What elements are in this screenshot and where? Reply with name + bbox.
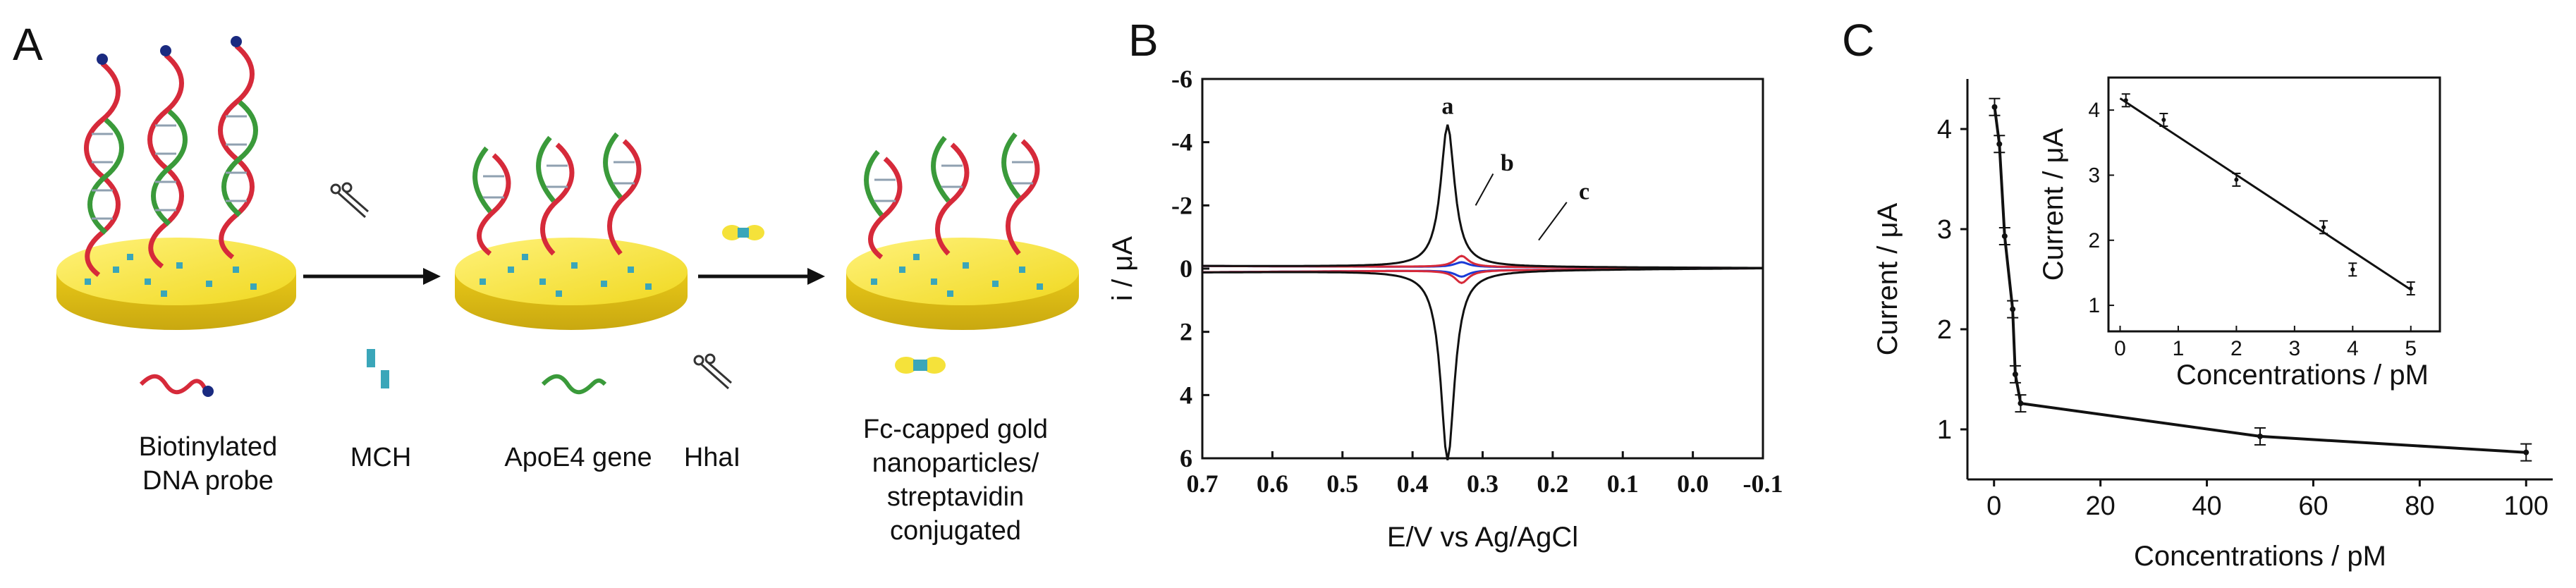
cal-x-tick-label: 20 — [2085, 491, 2115, 521]
cv-x-tick-label: 0.2 — [1537, 470, 1568, 498]
inset-data-point — [2350, 267, 2355, 272]
gold-nanoparticle-icon — [722, 225, 764, 240]
hybridized-strands — [472, 132, 642, 256]
legend-mch-icon — [367, 349, 389, 388]
cv-series-c-label: c — [1579, 178, 1589, 204]
cv-y-tick-label: 2 — [1180, 318, 1192, 346]
inset-data-point — [2234, 177, 2239, 182]
legend-hhai-icon — [693, 353, 732, 390]
cv-y-tick-label: -2 — [1171, 191, 1192, 219]
cv-series-c-leader — [1538, 202, 1568, 241]
cv-x-tick-label: 0.4 — [1397, 470, 1429, 498]
inset-x-axis-label: Concentrations / pM — [2176, 360, 2429, 391]
inset-x-tick-label: 1 — [2173, 337, 2185, 360]
panel-c-letter: C — [1842, 15, 1875, 66]
cv-x-tick-label: 0.0 — [1677, 470, 1709, 498]
cv-series-a-cathodic — [1202, 267, 1763, 460]
cal-data-point — [2257, 433, 2263, 439]
cv-x-tick-label: 0.7 — [1187, 470, 1219, 498]
inset-data-point — [2161, 118, 2166, 122]
legend-nanoparticle-icon — [895, 357, 946, 374]
cal-x-tick-label: 0 — [1986, 491, 2001, 521]
inset-y-tick-label: 3 — [2088, 164, 2100, 187]
panel-a-letter: A — [13, 19, 43, 70]
inset-x-tick-label: 4 — [2347, 337, 2359, 360]
cal-y-tick-label: 4 — [1937, 115, 1952, 145]
cv-x-tick-label: 0.5 — [1326, 470, 1358, 498]
inset-y-tick-label: 4 — [2088, 99, 2100, 122]
cal-y-axis-label: Current / μA — [1872, 202, 1903, 355]
cv-series-a-label: a — [1441, 93, 1453, 119]
cv-series-a-anodic — [1202, 124, 1763, 269]
dna-probe-strands — [84, 36, 258, 277]
cv-series-b-label: b — [1501, 150, 1514, 176]
inset-x-tick-label: 0 — [2114, 337, 2126, 360]
cal-x-tick-label: 100 — [2504, 491, 2548, 521]
cal-data-point — [2001, 233, 2008, 239]
panel-a-schematic — [56, 36, 1079, 397]
caption-mch: MCH — [350, 443, 412, 472]
inset-x-tick-label: 2 — [2230, 337, 2242, 360]
inset-data-point — [2123, 98, 2128, 103]
electrode-2 — [455, 238, 688, 330]
inset-y-axis-label: Current / μA — [2038, 128, 2069, 281]
step-arrow-1 — [303, 268, 441, 285]
caption-apoe4: ApoE4 gene — [504, 443, 652, 472]
cleaved-strands — [864, 132, 1040, 259]
cv-y-tick-label: -6 — [1171, 65, 1192, 93]
legend-apoe4-icon — [541, 374, 607, 395]
cal-data-point — [2018, 400, 2024, 407]
inset-frame — [2107, 76, 2441, 333]
caption-probe: Biotinylated DNA probe — [138, 432, 278, 496]
cv-y-tick-label: -4 — [1171, 128, 1192, 157]
caption-hhai: HhaI — [683, 443, 741, 472]
cal-x-axis-label: Concentrations / pM — [2134, 541, 2386, 572]
cv-x-tick-label: 0.3 — [1467, 470, 1498, 498]
inset-fit-line — [2119, 97, 2412, 291]
cal-data-point — [2012, 371, 2018, 377]
cal-x-tick-label: 60 — [2298, 491, 2328, 521]
cv-x-tick-label: 0.6 — [1257, 470, 1288, 498]
legend-probe-icon — [139, 374, 214, 397]
cv-x-tick-label: -0.1 — [1743, 470, 1783, 498]
inset-y-tick-label: 1 — [2088, 294, 2100, 317]
scissors-icon — [330, 182, 369, 219]
cal-y-tick-label: 3 — [1937, 215, 1952, 245]
cv-y-tick-label: 6 — [1180, 444, 1192, 472]
inset-x-tick-label: 5 — [2405, 337, 2417, 360]
inset-data-point — [2321, 225, 2326, 230]
cal-x-tick-label: 40 — [2192, 491, 2221, 521]
cv-series-b-leader — [1475, 173, 1494, 206]
inset-x-tick-label: 3 — [2289, 337, 2301, 360]
cv-y-tick-label: 0 — [1180, 255, 1192, 283]
cal-data-point — [2010, 306, 2016, 312]
electrode-1 — [56, 238, 296, 330]
panel-b-letter: B — [1128, 15, 1159, 66]
cal-x-tick-label: 80 — [2405, 491, 2434, 521]
caption-fc: Fc-capped gold nanoparticles/ streptavid… — [863, 415, 1048, 546]
cv-y-tick-label: 4 — [1180, 381, 1192, 409]
cv-y-axis-label: i / μA — [1107, 236, 1138, 301]
cv-x-tick-label: 0.1 — [1607, 470, 1639, 498]
inset-data-point — [2408, 286, 2413, 291]
cv-x-axis-label: E/V vs Ag/AgCl — [1387, 522, 1578, 553]
cal-series-line — [1993, 106, 2527, 454]
inset-y-tick-label: 2 — [2088, 229, 2100, 252]
cal-y-tick-label: 1 — [1937, 415, 1952, 445]
step-arrow-2 — [698, 268, 825, 285]
cal-data-point — [2523, 449, 2529, 455]
cal-data-point — [1991, 104, 1998, 110]
electrode-3 — [846, 238, 1079, 330]
cal-data-point — [1996, 141, 2003, 147]
cal-y-tick-label: 2 — [1937, 315, 1952, 345]
